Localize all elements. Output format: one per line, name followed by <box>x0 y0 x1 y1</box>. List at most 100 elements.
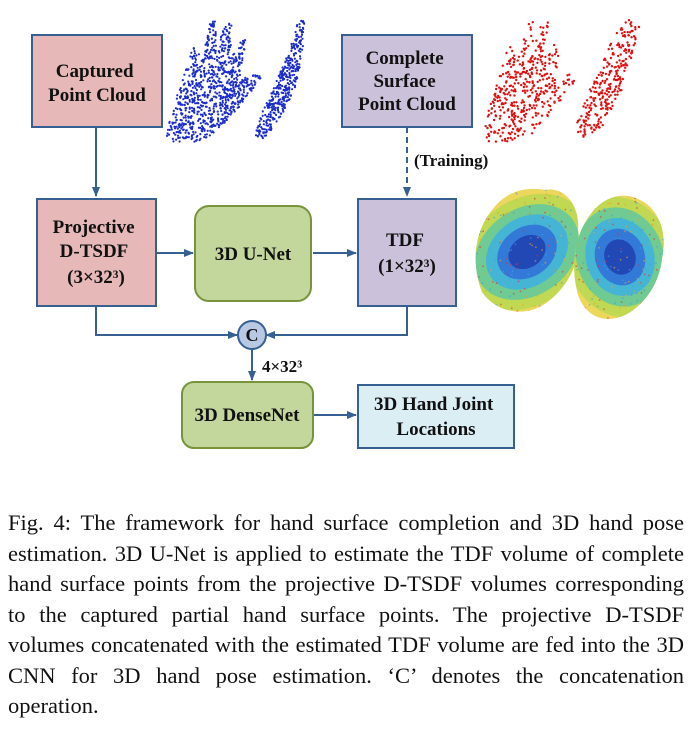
tdf-point <box>629 231 632 233</box>
point <box>531 80 534 83</box>
densenet-label: 3D DenseNet <box>194 405 300 426</box>
point <box>609 56 613 60</box>
point <box>298 55 302 58</box>
point <box>200 108 203 111</box>
point <box>291 74 294 77</box>
point <box>193 93 196 96</box>
point <box>268 99 271 102</box>
point <box>193 85 196 88</box>
tdf-point <box>564 224 567 227</box>
point <box>205 133 208 136</box>
tdf-point <box>474 282 476 284</box>
tdf-point <box>680 228 682 230</box>
point <box>237 61 241 64</box>
point <box>540 33 543 36</box>
tdf-point <box>570 209 572 212</box>
point <box>298 48 301 51</box>
point <box>298 23 301 26</box>
point <box>241 57 244 60</box>
tdf-point <box>560 220 563 223</box>
point <box>525 80 529 83</box>
point <box>223 71 226 74</box>
point <box>256 126 259 129</box>
point <box>216 110 219 113</box>
point <box>610 47 614 50</box>
tdf-point <box>607 255 610 257</box>
point <box>207 85 210 88</box>
tdf-point <box>512 292 515 295</box>
point <box>185 92 188 95</box>
point <box>224 115 227 118</box>
tdf-point <box>628 268 631 271</box>
point <box>194 61 197 64</box>
point <box>228 109 231 112</box>
point <box>179 87 182 90</box>
point <box>487 109 490 113</box>
tdf-point <box>639 229 642 232</box>
point <box>168 128 171 131</box>
tdf-point <box>559 192 562 195</box>
point <box>180 119 183 122</box>
tdf-point <box>475 199 477 202</box>
point <box>627 48 631 51</box>
tdf-point <box>547 244 550 247</box>
point <box>609 87 612 91</box>
tdf-point <box>571 197 574 200</box>
point <box>583 102 586 105</box>
point <box>221 64 224 67</box>
point <box>177 136 180 140</box>
point <box>594 86 597 90</box>
point <box>261 135 264 138</box>
point <box>605 111 609 115</box>
tdf-point <box>593 195 595 196</box>
point <box>180 90 183 93</box>
point <box>206 36 209 39</box>
captured-point-cloud-image-side <box>254 19 306 140</box>
point <box>196 66 199 69</box>
point <box>196 69 199 72</box>
point <box>217 120 220 123</box>
point <box>531 66 534 70</box>
point <box>208 79 211 83</box>
point <box>547 104 550 107</box>
tdf-point <box>567 288 570 290</box>
point <box>559 99 562 102</box>
point <box>170 128 173 131</box>
tdf-point <box>575 254 577 257</box>
point <box>185 129 188 132</box>
point <box>618 59 621 62</box>
point <box>592 99 595 103</box>
tdf-point <box>642 307 645 310</box>
point <box>217 117 220 120</box>
tdf-point <box>583 306 586 309</box>
hand-joint-locations-box <box>357 384 515 449</box>
point <box>291 59 294 62</box>
point <box>535 69 539 72</box>
point <box>208 106 211 110</box>
point <box>284 61 287 64</box>
point <box>597 118 601 121</box>
tdf-point <box>481 282 483 285</box>
point <box>625 64 629 67</box>
tdf-point <box>476 291 478 294</box>
tdf-point <box>500 303 502 306</box>
tdf-point <box>641 285 644 287</box>
point <box>614 93 617 97</box>
point <box>563 91 566 94</box>
point <box>543 64 547 68</box>
point <box>522 66 526 70</box>
point <box>567 83 571 86</box>
tdf-point <box>573 190 575 192</box>
point <box>283 85 286 88</box>
tdf-point <box>564 320 566 322</box>
point <box>513 70 517 73</box>
point <box>564 81 568 85</box>
tdf-point <box>475 296 477 299</box>
tdf-point <box>593 226 596 229</box>
point <box>584 106 587 109</box>
point <box>209 51 212 54</box>
point <box>605 78 609 81</box>
point <box>539 92 542 96</box>
point <box>205 136 208 139</box>
point <box>196 113 199 116</box>
